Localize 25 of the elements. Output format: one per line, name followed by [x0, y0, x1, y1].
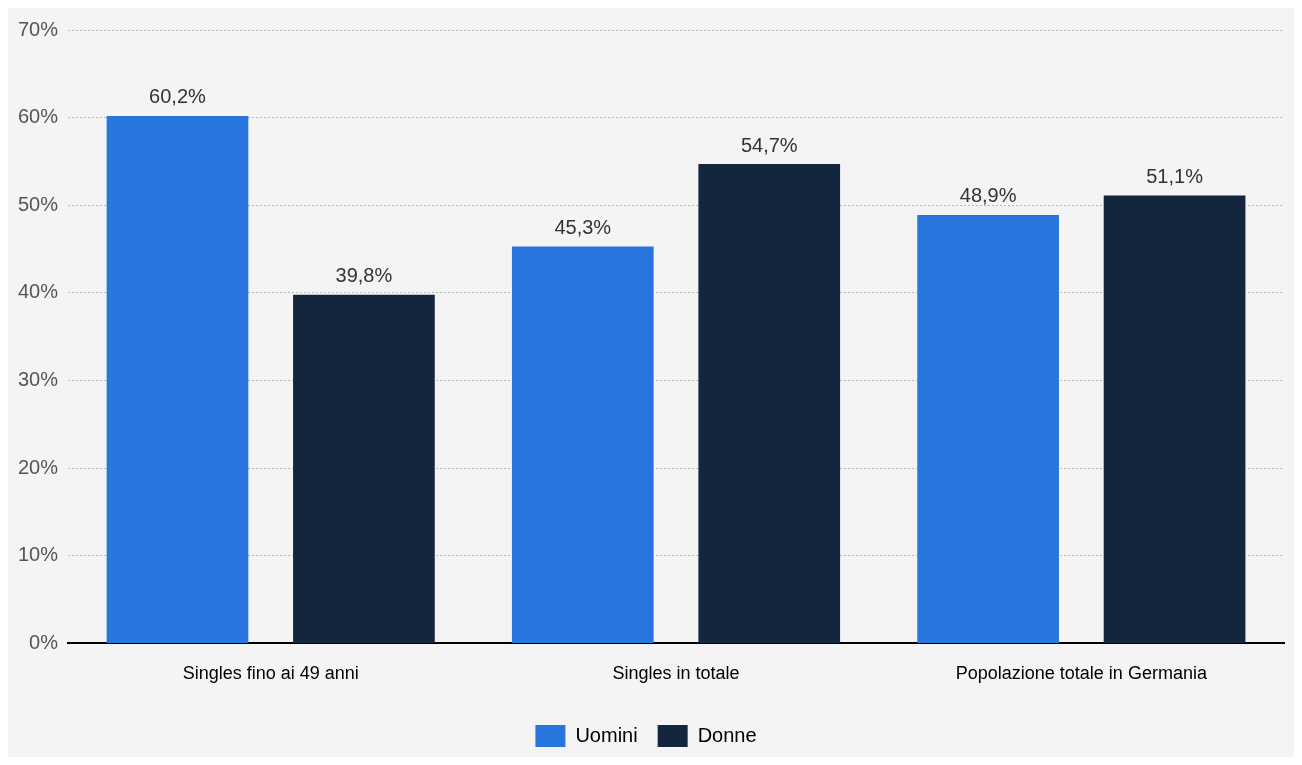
x-tick-label: Popolazione totale in Germania [955, 663, 1208, 684]
bar [511, 246, 654, 643]
x-tick-label: Singles fino ai 49 anni [182, 663, 359, 684]
y-tick-label: 10% [18, 543, 59, 566]
legend-label: Donne [697, 723, 757, 746]
bar [293, 294, 435, 643]
y-tick-label: 50% [18, 192, 59, 215]
bar [917, 214, 1059, 643]
data-label: 48,9% [959, 184, 1017, 207]
data-label: 54,7% [740, 133, 798, 156]
data-label: 45,3% [554, 215, 612, 238]
legend-label: Uomini [575, 723, 638, 746]
x-tick-label: Singles in totale [612, 663, 740, 684]
y-tick-label: 20% [18, 455, 59, 478]
bar [106, 115, 249, 643]
data-label: 60,2% [149, 85, 207, 108]
bar [1103, 195, 1246, 643]
y-tick-label: 70% [18, 17, 59, 40]
data-label: 51,1% [1146, 165, 1204, 188]
y-tick-label: 40% [18, 280, 59, 303]
bar [698, 164, 841, 643]
data-label: 39,8% [335, 264, 393, 287]
y-tick-label: 60% [18, 105, 59, 128]
y-tick-label: 30% [18, 368, 59, 391]
y-tick-label: 0% [29, 630, 59, 653]
